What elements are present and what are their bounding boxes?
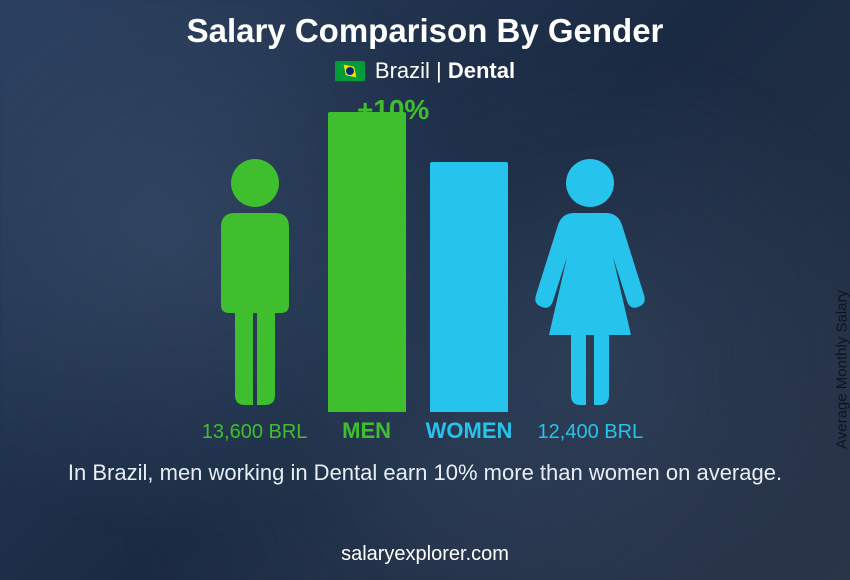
sector-label: Dental <box>448 58 515 83</box>
footer-attribution: salaryexplorer.com <box>0 543 850 566</box>
women-person-column: 12,400 BRL <box>530 155 650 444</box>
women-bar-column: WOMEN <box>426 162 513 444</box>
man-icon <box>200 155 310 415</box>
country-label: Brazil <box>375 58 430 83</box>
brazil-flag-icon <box>335 61 365 81</box>
men-salary: 13,600 BRL <box>202 421 308 444</box>
men-bar <box>328 112 406 412</box>
woman-icon <box>530 155 650 415</box>
women-salary: 12,400 BRL <box>538 421 644 444</box>
description-text: In Brazil, men working in Dental earn 10… <box>68 458 782 488</box>
y-axis-label: Average Monthly Salary <box>834 290 850 449</box>
women-label: WOMEN <box>426 418 513 444</box>
separator: | <box>430 58 448 83</box>
infographic-container: Salary Comparison By Gender Brazil | Den… <box>0 0 850 580</box>
men-label: MEN <box>342 418 391 444</box>
page-title: Salary Comparison By Gender <box>187 12 664 50</box>
men-side: 13,600 BRL MEN <box>200 112 406 444</box>
women-bar <box>430 162 508 412</box>
subtitle-row: Brazil | Dental <box>335 58 515 84</box>
men-person-column: 13,600 BRL <box>200 155 310 444</box>
subtitle: Brazil | Dental <box>375 58 515 84</box>
women-side: WOMEN 12,400 BRL <box>426 155 651 444</box>
men-bar-column: MEN <box>328 112 406 444</box>
chart-area: +10% 13,600 BRL MEN WOMEN <box>125 94 725 444</box>
difference-label: +10% <box>357 94 429 126</box>
